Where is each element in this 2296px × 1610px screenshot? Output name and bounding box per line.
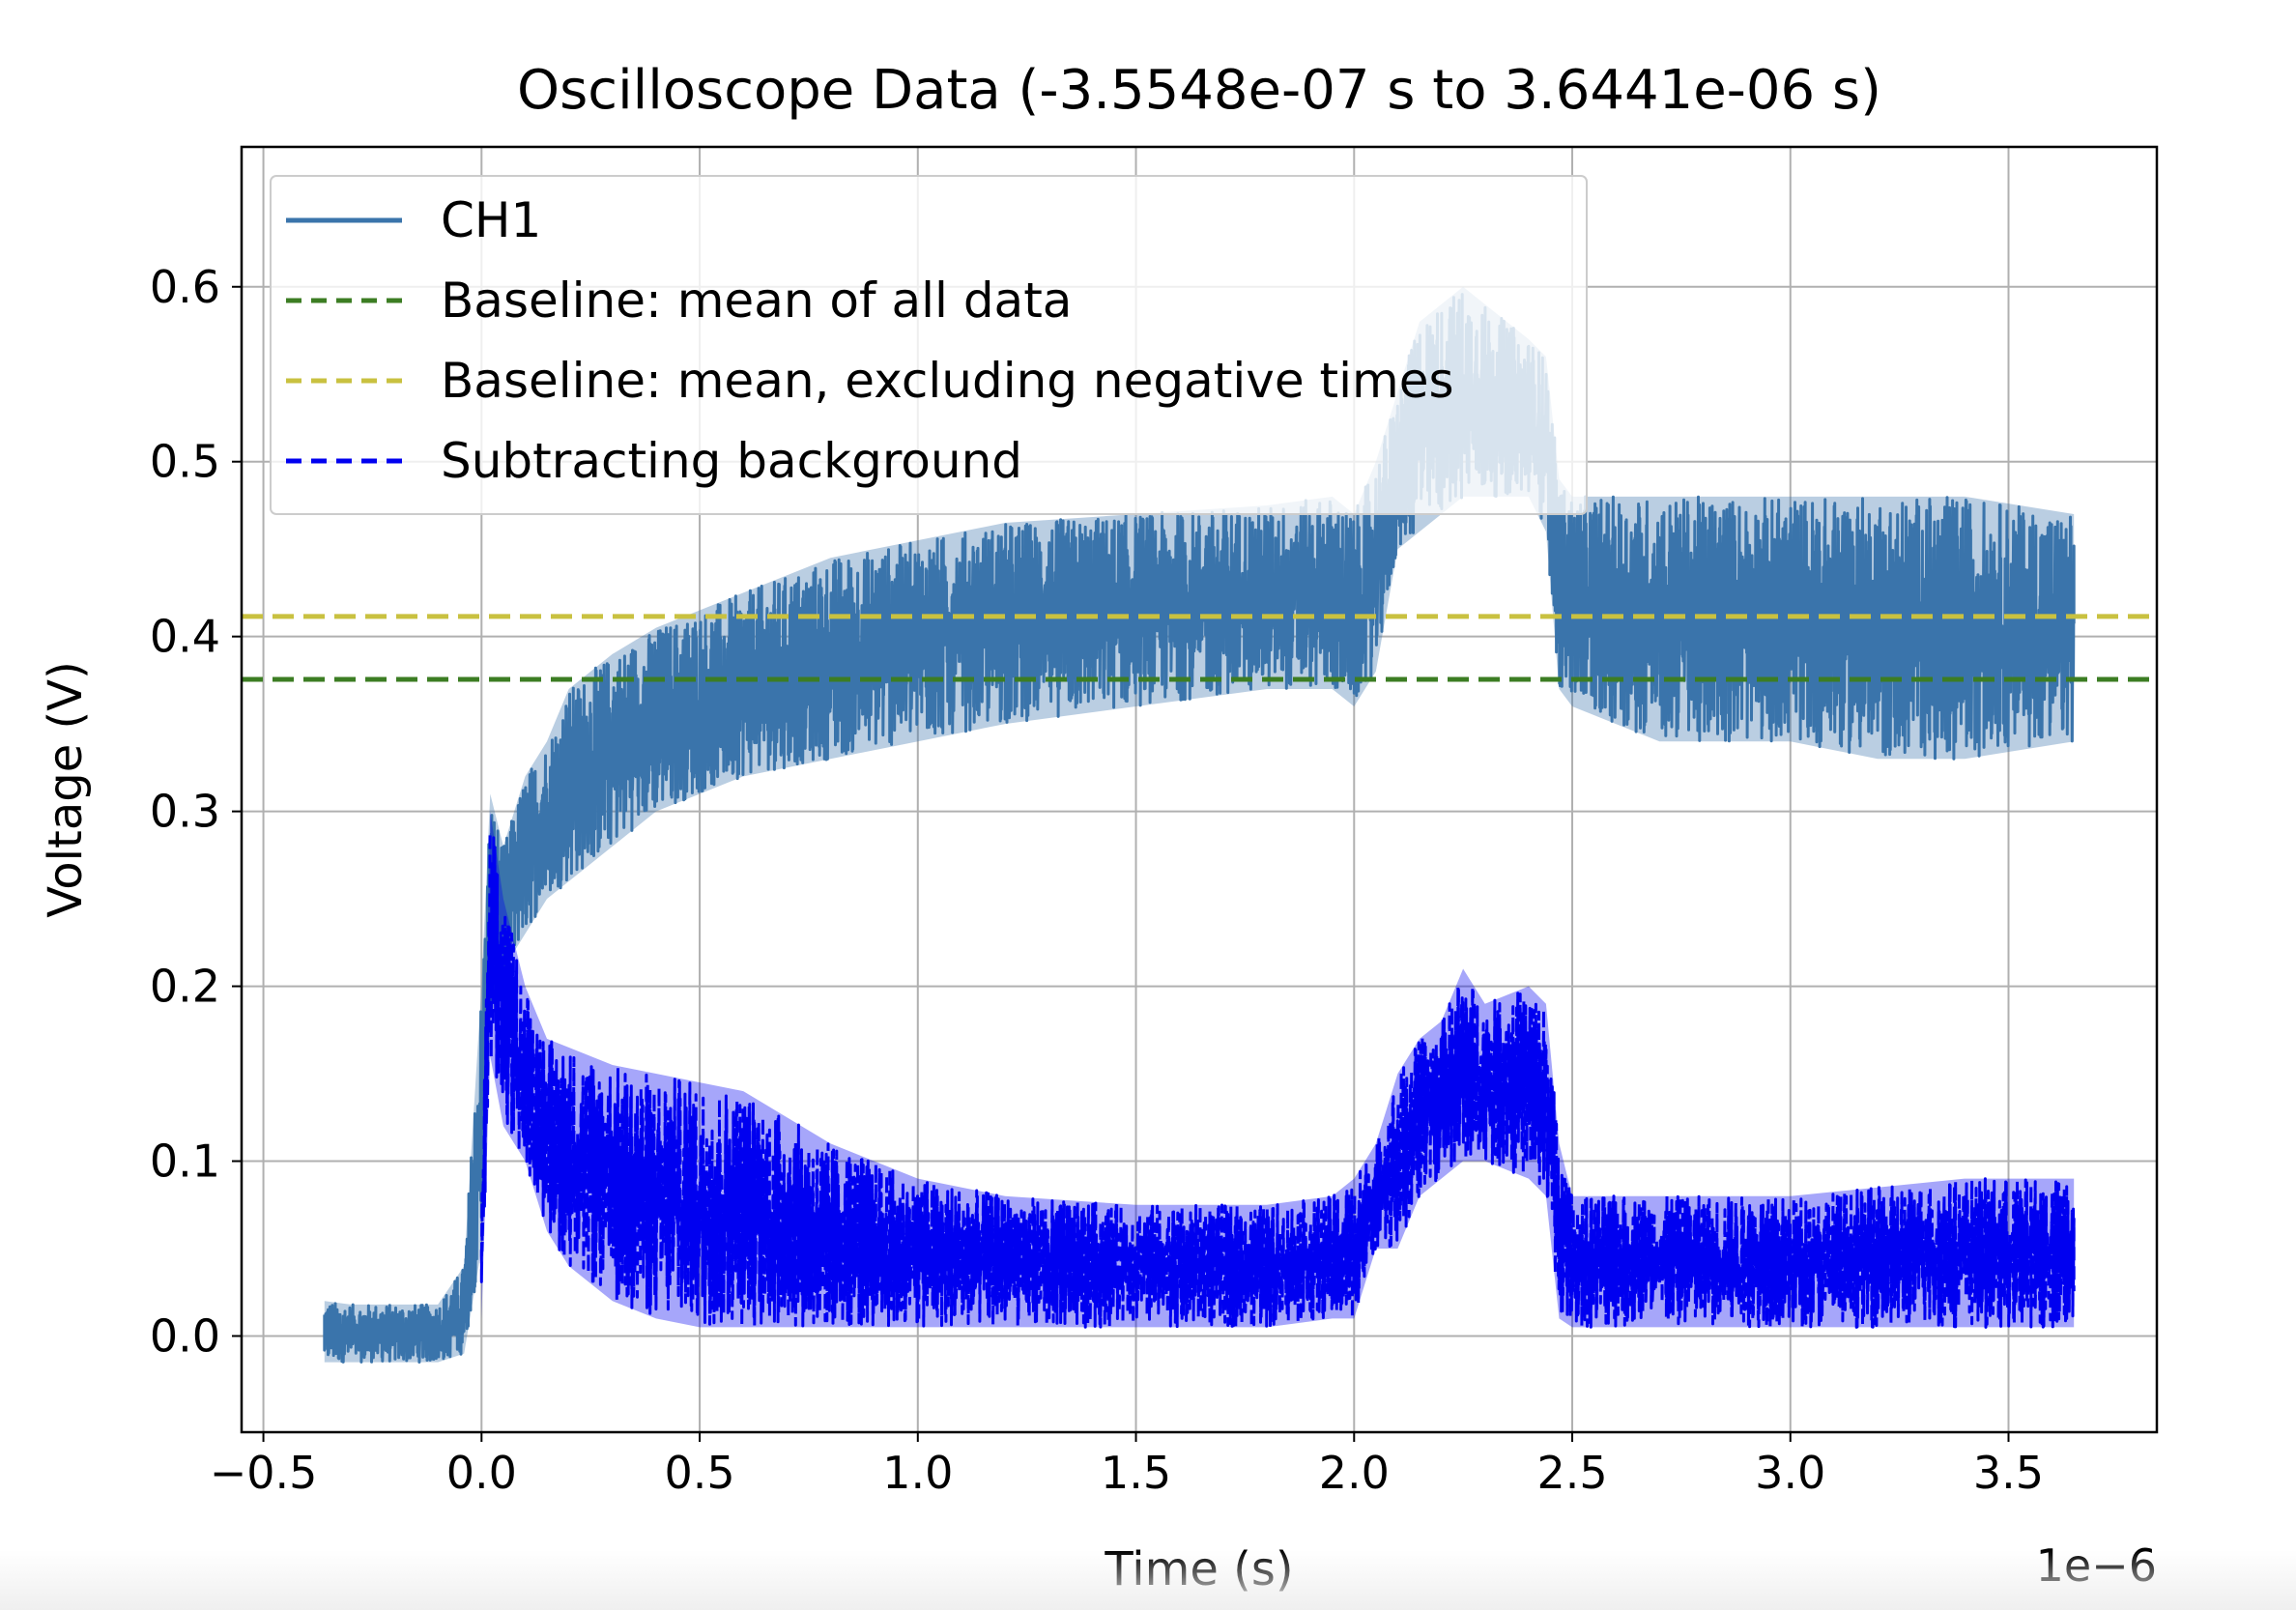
plot-area: [242, 286, 2157, 1364]
legend: CH1 Baseline: mean of all data Baseline: m…: [270, 175, 1588, 515]
series-line-3: [479, 831, 2076, 1329]
series-line-0: [323, 293, 2076, 1364]
x-tick-label: 2.0: [1319, 1447, 1390, 1499]
legend-label-3: Subtracting background: [441, 433, 1022, 489]
y-tick-label: 0.6: [150, 261, 220, 313]
legend-label-1: Baseline: mean of all data: [441, 273, 1072, 329]
y-tick-label: 0.5: [150, 436, 220, 488]
axes-frame: [240, 145, 2159, 1434]
y-tick-label: 0.3: [150, 786, 220, 838]
legend-box: [270, 175, 1588, 515]
y-tick-label: 0.1: [150, 1136, 220, 1188]
x-tick-label: 3.0: [1755, 1447, 1825, 1499]
x-axis-label: Time (s): [1104, 1542, 1293, 1596]
y-tick-label: 0.4: [150, 611, 220, 663]
chart-title: Oscilloscope Data (-3.5548e-07 s to 3.64…: [517, 59, 1881, 122]
x-tick-label: 0.5: [664, 1447, 734, 1499]
axes: [232, 145, 2159, 1442]
x-tick-label: 0.0: [446, 1447, 517, 1499]
y-tick-label: 0.0: [150, 1309, 220, 1362]
y-tick-label: 0.2: [150, 961, 220, 1013]
x-tick-label: 1.0: [882, 1447, 953, 1499]
x-tick-label: 2.5: [1536, 1447, 1607, 1499]
x-tick-label: 1.5: [1101, 1447, 1171, 1499]
legend-label-0: CH1: [441, 192, 541, 248]
legend-label-2: Baseline: mean, excluding negative times: [441, 353, 1454, 409]
x-offset-label: 1e−6: [2036, 1539, 2157, 1592]
x-tick-label: 3.5: [1973, 1447, 2044, 1499]
y-axis-label: Voltage (V): [39, 661, 93, 918]
x-tick-label: −0.5: [210, 1447, 318, 1499]
